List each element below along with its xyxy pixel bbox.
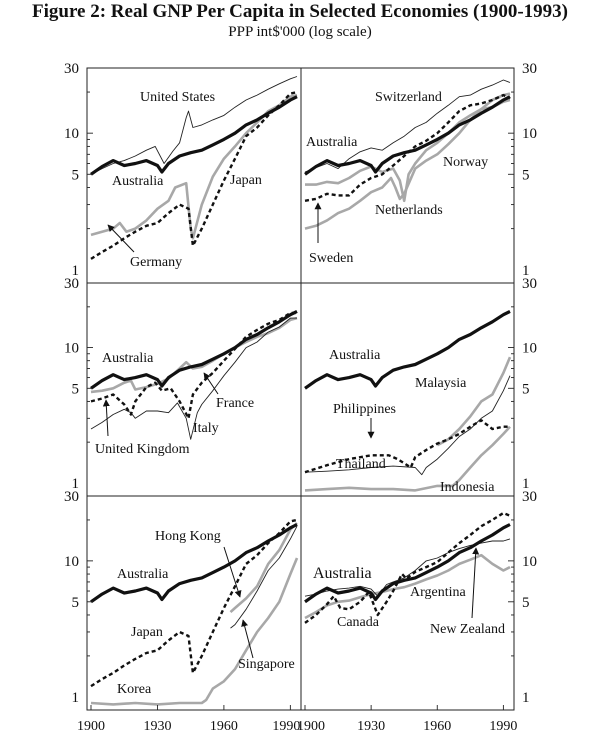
x-tick-label-bl-1930: 1930 <box>143 719 171 734</box>
series-label-tl-united-states: United States <box>140 90 215 105</box>
y-tick-label-right-mr-1: 1 <box>522 476 530 492</box>
series-line-tr-switzerland <box>304 79 511 173</box>
series-line-br-argentina <box>304 553 511 620</box>
series-line-ml-australia <box>90 309 298 390</box>
chart-subtitle: PPP int$'000 (log scale) <box>228 24 372 40</box>
series-label-tr-norway: Norway <box>443 155 488 170</box>
arrow-uk-ml <box>102 399 110 437</box>
y-tick-label-left-bl-30: 30 <box>64 489 79 505</box>
y-tick-label-right-tr-1: 1 <box>522 263 530 279</box>
series-line-ml-italy <box>90 317 297 440</box>
series-label-tr-australia: Australia <box>306 135 358 150</box>
arrow-hongkong-bl <box>223 546 242 598</box>
y-tick-label-right-mr-10: 10 <box>522 341 537 357</box>
series-line-mr-philippines <box>304 419 510 474</box>
x-tick-label-bl-1900: 1900 <box>77 719 105 734</box>
series-label-ml-australia: Australia <box>102 351 154 366</box>
series-label-ml-united-kingdom: United Kingdom <box>95 442 190 457</box>
series-lines <box>90 76 512 706</box>
panel-frame-ml <box>86 282 302 497</box>
series-label-ml-italy: Italy <box>193 421 219 436</box>
panel-frames <box>86 67 515 711</box>
arrow-france-ml <box>203 372 219 395</box>
series-line-tl-australia <box>90 95 298 176</box>
y-tick-label-left-ml-30: 30 <box>64 276 79 292</box>
series-line-ml-united-kingdom <box>90 316 298 394</box>
y-tick-label-left-bl-1: 1 <box>72 690 80 706</box>
chart-title: Figure 2: Real GNP Per Capita in Selecte… <box>32 1 568 22</box>
series-line-br-australia <box>304 523 511 604</box>
series-line-ml-france <box>90 311 297 420</box>
y-tick-label-left-tl-5: 5 <box>72 167 80 183</box>
y-tick-label-right-tr-5: 5 <box>522 167 530 183</box>
series-label-tr-netherlands: Netherlands <box>375 203 443 218</box>
series-label-br-argentina: Argentina <box>410 585 467 600</box>
arrow-newzealand-br <box>471 547 480 619</box>
series-label-tr-switzerland: Switzerland <box>375 90 442 105</box>
y-tick-label-right-br-10: 10 <box>522 554 537 570</box>
x-tick-label-br-1960: 1960 <box>423 719 451 734</box>
series-label-mr-malaysia: Malaysia <box>415 376 467 391</box>
series-label-br-new-zealand: New Zealand <box>430 622 505 637</box>
series-line-tr-netherlands <box>305 98 511 203</box>
series-label-tr-sweden: Sweden <box>309 251 353 266</box>
series-label-tl-germany: Germany <box>130 255 182 270</box>
y-tick-label-right-br-1: 1 <box>522 690 530 706</box>
y-tick-label-left-tl-10: 10 <box>64 126 79 142</box>
series-label-br-australia: Australia <box>313 565 372 582</box>
series-label-br-canada: Canada <box>337 615 380 630</box>
series-line-mr-malaysia <box>436 356 512 447</box>
y-tick-label-right-br-5: 5 <box>522 595 530 611</box>
x-tick-label-br-1930: 1930 <box>357 719 385 734</box>
x-tick-label-br-1990: 1990 <box>489 719 517 734</box>
series-line-bl-australia <box>90 523 298 604</box>
y-tick-label-left-tl-30: 30 <box>64 61 79 77</box>
series-line-mr-indonesia <box>304 425 511 492</box>
y-tick-label-right-mr-30: 30 <box>522 276 537 292</box>
series-label-bl-australia: Australia <box>117 567 169 582</box>
series-line-bl-japan <box>90 518 298 688</box>
series-line-tr-australia <box>304 95 511 176</box>
series-line-mr-thailand <box>304 375 511 476</box>
series-line-bl-singapore <box>230 525 298 629</box>
series-label-bl-korea: Korea <box>117 682 152 697</box>
y-tick-label-left-bl-10: 10 <box>64 554 79 570</box>
x-tick-label-bl-1960: 1960 <box>210 719 238 734</box>
series-label-bl-singapore: Singapore <box>238 657 295 672</box>
y-tick-label-right-tr-10: 10 <box>522 126 537 142</box>
x-tick-label-bl-1990: 1990 <box>272 719 300 734</box>
series-label-bl-hong-kong: Hong Kong <box>155 529 221 544</box>
series-label-mr-thailand: Thailand <box>336 457 386 472</box>
series-label-mr-australia: Australia <box>329 348 381 363</box>
series-line-bl-hong-kong <box>229 522 298 614</box>
y-tick-label-right-br-30: 30 <box>522 489 537 505</box>
series-labels: United States Australia Japan Germany Switze… <box>95 90 505 697</box>
arrow-singapore-bl <box>241 619 254 659</box>
series-label-mr-philippines: Philippines <box>333 402 396 417</box>
series-line-tl-united-states <box>90 76 298 175</box>
series-label-tl-australia: Australia <box>112 174 164 189</box>
y-tick-label-left-ml-5: 5 <box>72 381 80 397</box>
series-line-mr-australia <box>304 309 511 390</box>
series-label-bl-japan: Japan <box>131 625 163 640</box>
arrow-germany-tl <box>107 224 135 253</box>
series-label-mr-indonesia: Indonesia <box>440 480 495 495</box>
series-label-ml-france: France <box>216 396 254 411</box>
panel-frame-br <box>300 495 515 711</box>
x-tick-label-br-1900: 1900 <box>297 719 325 734</box>
series-label-tl-japan: Japan <box>230 173 262 188</box>
y-tick-label-left-tl-1: 1 <box>72 263 80 279</box>
y-tick-label-left-ml-1: 1 <box>72 476 80 492</box>
y-tick-label-right-tr-30: 30 <box>522 61 537 77</box>
series-line-tl-japan <box>90 90 298 260</box>
label-arrows <box>102 202 480 659</box>
y-tick-label-left-ml-10: 10 <box>64 341 79 357</box>
y-tick-label-right-mr-5: 5 <box>522 381 530 397</box>
y-tick-label-left-bl-5: 5 <box>72 595 80 611</box>
series-line-bl-korea <box>90 557 299 706</box>
